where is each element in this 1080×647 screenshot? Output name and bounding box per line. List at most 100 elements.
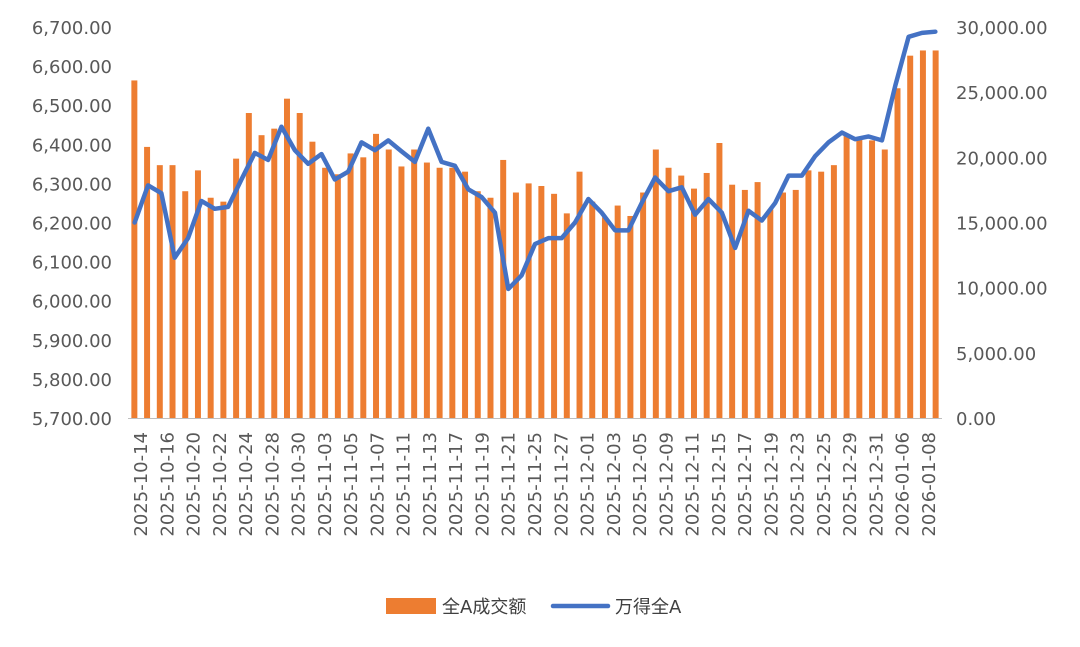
bar <box>512 192 519 418</box>
bar <box>576 171 583 418</box>
bar <box>652 149 659 418</box>
bar <box>729 184 736 418</box>
bar <box>856 139 863 418</box>
bar <box>334 174 341 418</box>
x-tick-label: 2025-12-05 <box>630 432 651 537</box>
x-tick-label: 2025-10-28 <box>262 432 283 537</box>
x-tick-label: 2025-11-21 <box>499 432 520 537</box>
bar <box>792 189 799 418</box>
x-tick-label: 2025-11-19 <box>472 432 493 537</box>
bar <box>640 192 647 418</box>
bar <box>245 113 252 419</box>
bar <box>589 201 596 418</box>
left-y-tick-label: 5,900.00 <box>32 331 112 352</box>
bar <box>881 149 888 418</box>
left-y-tick-label: 5,800.00 <box>32 370 112 391</box>
bar <box>360 157 367 418</box>
right-y-tick-label: 10,000.00 <box>956 279 1048 300</box>
bar <box>373 133 380 418</box>
bar <box>309 141 316 418</box>
bar <box>601 217 608 418</box>
legend-label-bar: 全A成交额 <box>442 597 526 618</box>
bar <box>347 153 354 419</box>
left-y-tick-label: 6,100.00 <box>32 253 112 274</box>
bar <box>932 50 939 419</box>
bar <box>156 165 163 418</box>
bar <box>182 191 189 418</box>
bar <box>284 98 290 419</box>
bar <box>436 167 443 418</box>
bar <box>144 146 151 418</box>
x-tick-label: 2025-12-31 <box>866 432 887 537</box>
left-y-tick-label: 6,400.00 <box>32 135 112 156</box>
x-tick-label: 2025-12-01 <box>578 432 599 537</box>
left-y-tick-label: 6,200.00 <box>32 214 112 235</box>
bar <box>691 188 697 418</box>
x-tick-label: 2025-12-19 <box>761 432 782 537</box>
bar <box>474 191 481 418</box>
x-tick-label: 2025-12-11 <box>683 432 704 537</box>
bar <box>423 162 430 418</box>
left-y-tick-label: 6,600.00 <box>32 57 112 78</box>
right-y-tick-label: 25,000.00 <box>956 83 1048 104</box>
bar <box>678 175 685 418</box>
x-tick-label: 2026-01-06 <box>893 432 914 537</box>
x-tick-label: 2026-01-08 <box>919 432 940 537</box>
bar <box>907 55 914 419</box>
bar-series <box>131 50 939 419</box>
bar <box>780 192 787 418</box>
bar <box>487 197 494 418</box>
x-tick-label: 2025-10-22 <box>210 432 231 537</box>
x-tick-label: 2025-12-03 <box>604 432 625 537</box>
bar <box>805 170 812 418</box>
bar <box>233 158 240 418</box>
x-tick-label: 2025-11-13 <box>420 432 441 537</box>
bar <box>551 193 558 418</box>
x-tick-label: 2025-12-25 <box>814 432 835 537</box>
bar <box>131 80 138 418</box>
bar <box>627 215 634 418</box>
left-y-tick-label: 6,500.00 <box>32 96 112 117</box>
line-series <box>132 29 938 292</box>
bar <box>271 128 278 418</box>
x-tick-label: 2025-11-03 <box>315 432 336 537</box>
right-y-tick-label: 0.00 <box>956 409 996 430</box>
left-y-tick-label: 6,700.00 <box>32 18 112 39</box>
bar <box>169 165 176 418</box>
x-tick-label: 2025-10-24 <box>236 432 257 537</box>
right-y-tick-label: 30,000.00 <box>956 18 1048 39</box>
x-axis: 2025-10-14 2025-10-16 2025-10-20 2025-10-22… <box>128 418 942 537</box>
bar <box>741 189 748 418</box>
bar <box>411 149 418 418</box>
right-y-axis: 0.00 5,000.00 10,000.00 15,000.00 20,000.00 2… <box>956 18 1048 430</box>
x-tick-label: 2025-12-29 <box>840 432 861 537</box>
bar <box>449 167 456 418</box>
bar <box>220 201 227 418</box>
line-path <box>132 29 938 292</box>
legend-swatch-bar <box>386 598 436 614</box>
bar <box>703 172 710 418</box>
x-tick-label: 2025-10-16 <box>157 432 178 537</box>
x-tick-label: 2025-10-20 <box>184 432 205 537</box>
bar <box>894 88 901 418</box>
x-tick-label: 2025-12-17 <box>735 432 756 537</box>
right-y-tick-label: 20,000.00 <box>956 148 1048 169</box>
bar <box>818 171 825 418</box>
x-tick-label: 2025-12-09 <box>656 432 677 537</box>
x-tick-label: 2025-10-30 <box>289 432 310 537</box>
x-tick-label: 2025-12-23 <box>788 432 809 537</box>
right-y-tick-label: 15,000.00 <box>956 214 1048 235</box>
x-tick-label: 2025-11-17 <box>446 432 467 537</box>
bar <box>716 143 723 418</box>
bar <box>322 167 329 418</box>
bar <box>385 149 392 418</box>
left-y-tick-label: 5,700.00 <box>32 409 112 430</box>
right-y-tick-label: 5,000.00 <box>956 344 1036 365</box>
bar <box>843 135 850 418</box>
legend-label-line: 万得全A <box>615 597 682 618</box>
x-tick-label: 2025-11-27 <box>551 432 572 537</box>
bar <box>563 213 570 418</box>
bar <box>258 135 265 418</box>
bar <box>830 165 837 418</box>
